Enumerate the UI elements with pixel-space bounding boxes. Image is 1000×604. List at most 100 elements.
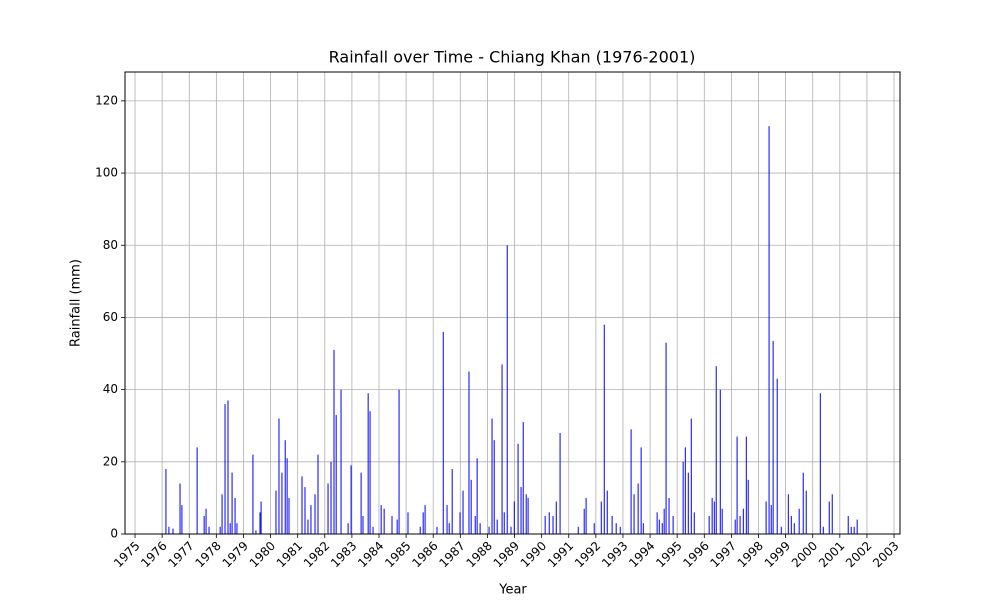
bar [798,508,800,534]
x-tick-label: 1996 [680,539,711,570]
x-tick-label: 1986 [409,539,440,570]
x-tick-label: 1993 [599,539,630,570]
bar [496,519,498,534]
bar [693,512,695,534]
bar [459,512,461,534]
bar [768,126,770,534]
bar [600,501,602,534]
bar [468,371,470,534]
bar [506,245,508,534]
y-tick-label: 80 [103,238,118,252]
bar [436,526,438,534]
bar [179,483,181,534]
bar [853,526,855,534]
bar [682,461,684,534]
bar [383,508,385,534]
bar [304,487,306,534]
bar [446,505,448,534]
bar [593,523,595,534]
bar [208,526,210,534]
bar [219,526,221,534]
bar [668,497,670,534]
bar [479,523,481,534]
bar [619,526,621,534]
bar [765,501,767,534]
x-tick-label: 1987 [436,539,467,570]
bar [310,505,312,534]
bar [396,519,398,534]
x-tick-label: 1981 [274,539,305,570]
bar [260,501,262,534]
bar [819,393,821,534]
bar [739,515,741,534]
bar [221,494,223,534]
bar [544,515,546,534]
bar [747,479,749,534]
bar [630,429,632,534]
x-tick-label: 1983 [328,539,359,570]
x-tick-label: 1980 [247,539,278,570]
bar [168,526,170,534]
bar [252,454,254,534]
bar [327,483,329,534]
x-tick-label: 1984 [355,539,386,570]
y-axis-label: Rainfall (mm) [69,259,84,347]
bar [422,512,424,534]
x-tick-label: 2003 [870,539,901,570]
bar [661,523,663,534]
bar [259,512,261,534]
bar [360,472,362,534]
bar [663,508,665,534]
bar [255,530,257,534]
bar [713,501,715,534]
x-tick-label: 1976 [138,539,169,570]
bar [831,494,833,534]
bar [736,436,738,534]
x-tick-label: 1978 [192,539,223,570]
bar [335,414,337,534]
bar [448,523,450,534]
bar [522,422,524,534]
bar [577,526,579,534]
bar [380,505,382,534]
bar [780,526,782,534]
bar [229,523,231,534]
bar [611,515,613,534]
bar [805,490,807,534]
bar [340,389,342,534]
bar [615,523,617,534]
bar [802,472,804,534]
bar [330,461,332,534]
bar [372,526,374,534]
bar [317,454,319,534]
x-tick-label: 1988 [464,539,495,570]
bar [231,472,233,534]
x-tick-label: 1985 [382,539,413,570]
bar [398,389,400,534]
bar [787,494,789,534]
bar [555,501,557,534]
bar [822,526,824,534]
bar [715,366,717,534]
x-tick-label: 1982 [301,539,332,570]
bar [517,443,519,534]
bar [745,436,747,534]
bar [488,526,490,534]
bar [419,526,421,534]
bar [672,515,674,534]
bar [548,512,550,534]
bar [684,447,686,534]
bar [165,469,167,534]
bar [301,476,303,534]
x-tick-label: 2000 [789,539,820,570]
x-tick-label: 1990 [518,539,549,570]
x-tick-label: 1999 [762,539,793,570]
bar [407,512,409,534]
bar [793,523,795,534]
bar [181,505,183,534]
chart-title: Rainfall over Time - Chiang Khan (1976-2… [329,48,696,67]
bar [347,523,349,534]
bar [391,515,393,534]
bar [847,515,849,534]
bar [520,487,522,534]
